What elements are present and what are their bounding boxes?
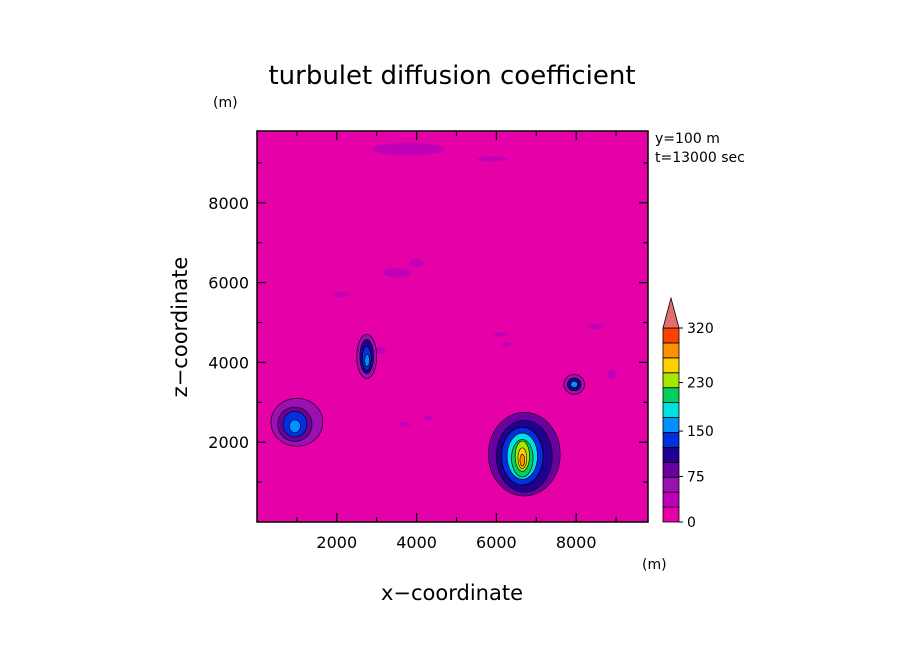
colorbar-segment <box>662 432 680 448</box>
colorbar-segment <box>662 446 680 463</box>
colorbar-segment <box>662 417 680 433</box>
low-value-region <box>587 324 605 329</box>
low-value-region <box>492 332 509 337</box>
colorbar-segment <box>662 491 680 508</box>
y-axis-label: z−coordinate <box>168 257 192 398</box>
colorbar-extend-arrow <box>662 296 680 329</box>
y-unit-label: (m) <box>213 95 238 111</box>
plot-frame <box>256 130 649 523</box>
colorbar-tick-label: 75 <box>687 470 705 486</box>
y-tick-label: 6000 <box>208 274 249 293</box>
contour-band <box>519 453 526 467</box>
low-value-region <box>607 369 617 380</box>
colorbar-segment <box>662 342 680 359</box>
x-tick-label: 8000 <box>556 533 597 552</box>
low-value-region <box>476 156 509 162</box>
contour-band <box>289 419 301 433</box>
colorbar-tick-label: 0 <box>687 515 696 531</box>
annotation-t: t=13000 sec <box>655 150 745 166</box>
x-axis-label: x−coordinate <box>381 581 523 605</box>
low-value-region <box>372 142 445 156</box>
low-value-region <box>382 267 411 278</box>
y-tick-label: 2000 <box>208 433 249 452</box>
low-value-region <box>501 342 512 347</box>
colorbar-tick-label: 150 <box>687 424 714 440</box>
plot-background <box>257 131 648 522</box>
low-value-region <box>423 415 434 421</box>
colorbar-segment <box>662 372 680 389</box>
colorbar-segment <box>662 476 680 493</box>
contour-band <box>364 354 370 367</box>
low-value-region <box>398 421 411 427</box>
x-unit-label: (m) <box>642 557 667 573</box>
colorbar-segment <box>662 357 680 374</box>
colorbar-segment <box>662 506 680 523</box>
colorbar-segment <box>662 402 680 418</box>
colorbar: 0 75 150 230 320 <box>662 296 714 531</box>
colorbar-segment <box>662 327 680 344</box>
low-value-region <box>409 258 424 267</box>
low-value-region <box>374 346 387 355</box>
chart-title: turbulet diffusion coefficient <box>268 61 635 91</box>
contour-features <box>270 142 617 497</box>
annotation-y: y=100 m <box>655 131 720 147</box>
colorbar-segment <box>662 461 680 478</box>
colorbar-tick-label: 230 <box>687 376 714 392</box>
x-ticks: 2000 4000 6000 8000 <box>296 131 617 552</box>
low-value-region <box>332 292 350 297</box>
y-ticks: 2000 4000 6000 8000 <box>208 162 648 483</box>
x-tick-label: 4000 <box>396 533 437 552</box>
x-tick-label: 6000 <box>476 533 517 552</box>
contour-band <box>570 380 579 388</box>
colorbar-tick-label: 320 <box>687 321 714 337</box>
y-tick-label: 4000 <box>208 353 249 372</box>
y-tick-label: 8000 <box>208 194 249 213</box>
x-tick-label: 2000 <box>316 533 357 552</box>
colorbar-segment <box>662 387 680 404</box>
